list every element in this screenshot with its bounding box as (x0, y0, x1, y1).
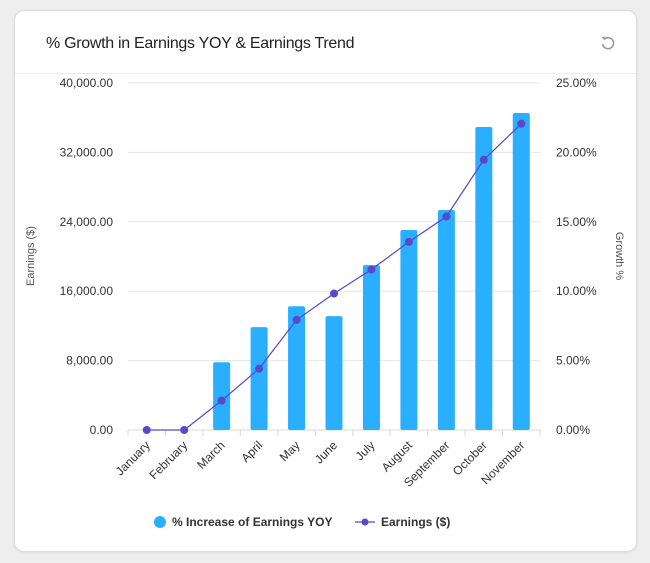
legend-bar-marker (154, 516, 166, 528)
y-axis-title: Earnings ($) (25, 226, 37, 286)
bar-july (362, 265, 380, 430)
earnings-point-july (367, 265, 376, 274)
chart-title: % Growth in Earnings YOY & Earnings Tren… (46, 35, 355, 52)
y2-tick-label: 5.00% (556, 354, 590, 368)
y2-axis-title: Growth % (613, 232, 625, 281)
earnings-point-march (217, 396, 226, 405)
earnings-point-february (180, 426, 189, 434)
x-tick-label: May (277, 438, 303, 464)
y-tick-label: 8,000.00 (66, 354, 113, 368)
y2-tick-label: 0.00% (556, 423, 590, 437)
bar-november (512, 112, 530, 430)
bar-june (325, 316, 343, 430)
x-tick-label: July (353, 438, 378, 463)
bar-april (250, 327, 268, 430)
card-header: % Growth in Earnings YOY & Earnings Tren… (15, 11, 636, 74)
bar-october (475, 126, 493, 430)
y2-tick-label: 20.00% (556, 145, 597, 159)
bar-september (437, 210, 455, 430)
bar-may (288, 306, 306, 430)
y-tick-label: 16,000.00 (60, 284, 114, 298)
x-tick-label: February (146, 438, 190, 482)
x-tick-label: August (379, 438, 416, 475)
legend-bar-label: % Increase of Earnings YOY (172, 515, 333, 529)
x-tick-label: June (312, 438, 341, 467)
earnings-point-may (292, 315, 301, 324)
earnings-point-september (442, 212, 451, 221)
legend-line-dot (361, 518, 369, 526)
y-tick-label: 0.00 (90, 423, 114, 437)
earnings-point-january (142, 426, 151, 434)
y2-tick-label: 25.00% (556, 76, 597, 90)
earnings-point-april (255, 364, 264, 373)
earnings-point-june (330, 289, 338, 298)
chart-card: % Growth in Earnings YOY & Earnings Tren… (14, 10, 637, 552)
x-tick-label: March (194, 438, 227, 471)
bar-august (400, 229, 418, 430)
bar-march (213, 362, 231, 430)
y2-tick-label: 15.00% (556, 215, 597, 229)
y2-tick-label: 10.00% (556, 284, 597, 298)
x-tick-label: April (238, 438, 265, 465)
y-tick-label: 24,000.00 (60, 215, 114, 229)
earnings-point-october (479, 155, 488, 164)
legend-line-label: Earnings ($) (381, 515, 450, 529)
y-tick-label: 32,000.00 (60, 145, 114, 159)
earnings-point-august (404, 237, 413, 246)
y-tick-label: 40,000.00 (60, 76, 114, 90)
reset-icon[interactable] (600, 35, 616, 51)
earnings-point-november (517, 119, 526, 128)
